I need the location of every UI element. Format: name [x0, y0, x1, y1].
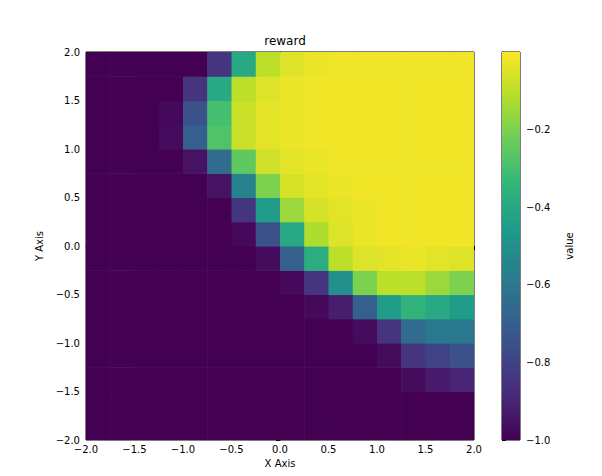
svg-text:1.5: 1.5 [418, 444, 434, 455]
svg-text:−2.0: −2.0 [74, 444, 98, 455]
svg-text:1.0: 1.0 [64, 144, 80, 155]
svg-text:0.5: 0.5 [321, 444, 337, 455]
svg-text:2.0: 2.0 [466, 444, 482, 455]
svg-text:−0.2: −0.2 [526, 124, 550, 135]
svg-text:−0.4: −0.4 [526, 202, 550, 213]
svg-text:−0.5: −0.5 [56, 289, 80, 300]
svg-text:−1.0: −1.0 [56, 338, 80, 349]
svg-text:1.0: 1.0 [369, 444, 385, 455]
svg-text:X Axis: X Axis [265, 458, 296, 469]
svg-text:−0.8: −0.8 [526, 357, 550, 368]
svg-text:−1.0: −1.0 [171, 444, 195, 455]
svg-text:0.5: 0.5 [64, 192, 80, 203]
svg-text:0.0: 0.0 [64, 241, 80, 252]
svg-text:2.0: 2.0 [64, 47, 80, 58]
svg-text:−1.5: −1.5 [122, 444, 146, 455]
svg-text:−1.5: −1.5 [56, 386, 80, 397]
svg-text:−0.5: −0.5 [219, 444, 243, 455]
svg-text:value: value [564, 232, 575, 259]
svg-text:0.0: 0.0 [272, 444, 288, 455]
svg-text:−0.6: −0.6 [526, 279, 550, 290]
svg-text:−2.0: −2.0 [55, 434, 80, 446]
svg-text:reward: reward [264, 34, 306, 48]
svg-text:Y Axis: Y Axis [34, 231, 45, 262]
svg-text:1.5: 1.5 [64, 95, 80, 106]
svg-text:−1.0: −1.0 [526, 435, 550, 446]
